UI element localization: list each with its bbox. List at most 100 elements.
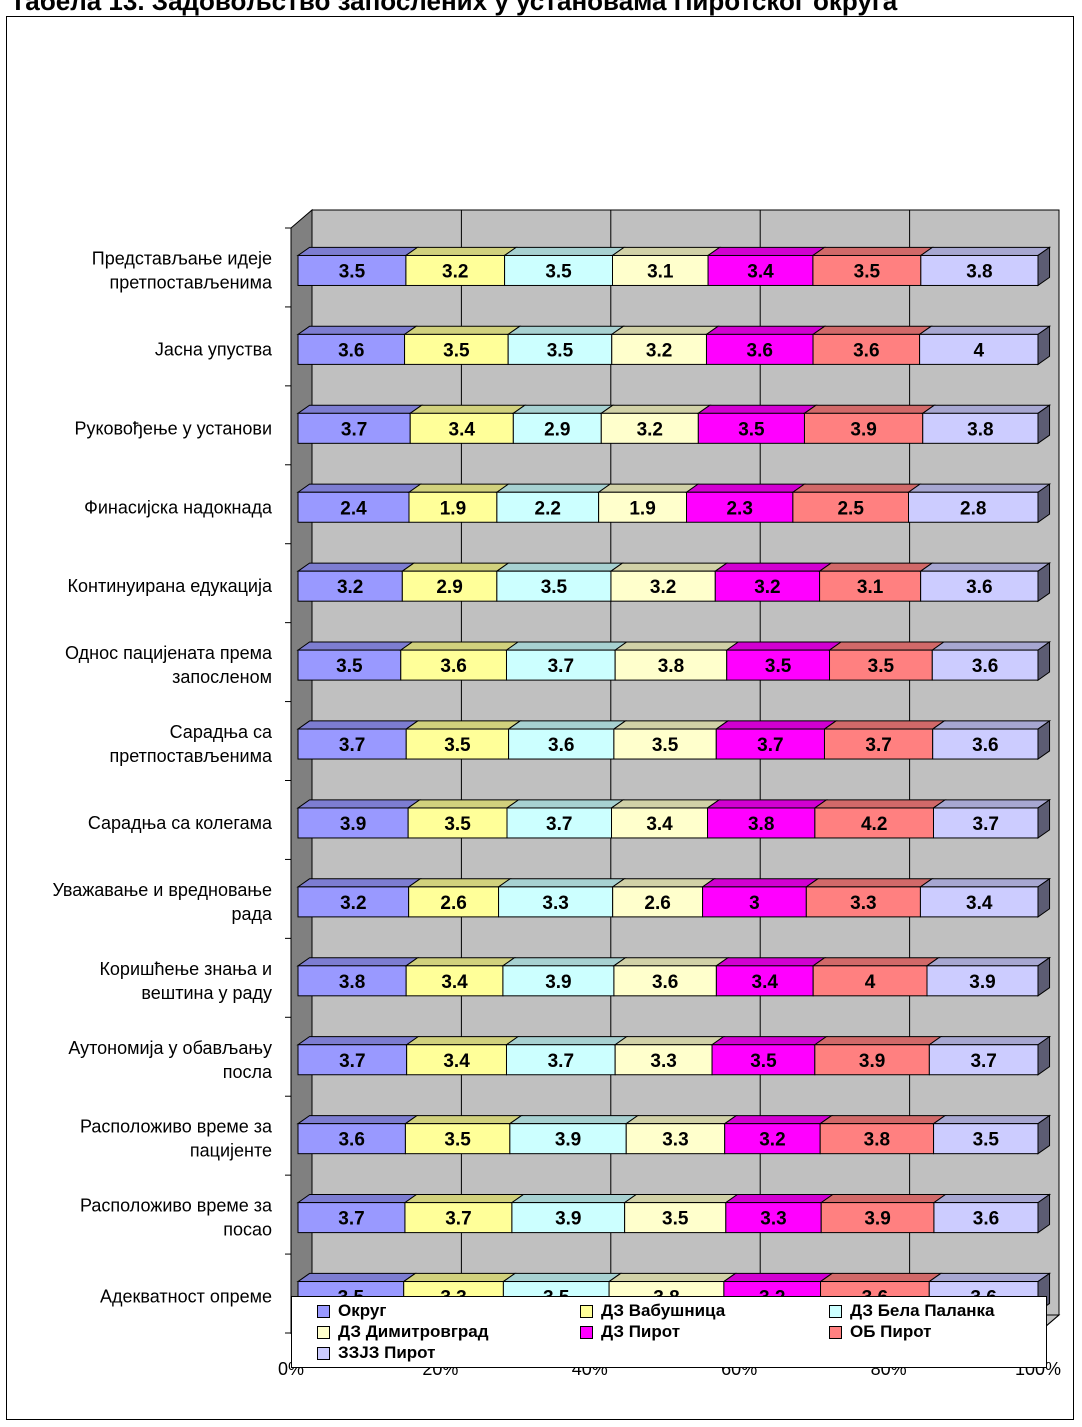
bar-segment-top xyxy=(407,878,512,888)
bar-segment-top xyxy=(623,1194,739,1204)
page-title: Табела 13. Задовољство запослених у уста… xyxy=(0,0,1082,16)
bar-value-label: 3.5 xyxy=(336,656,363,677)
bar-value-label: 3.6 xyxy=(548,735,574,756)
category-label: вештина у раду xyxy=(141,983,272,1003)
bar-segment-top xyxy=(819,1194,948,1204)
bar-value-label: 3.2 xyxy=(337,577,363,598)
category-label: Расположиво време за xyxy=(80,1117,273,1137)
bar-segment xyxy=(707,254,814,286)
bar-value-label: 3.3 xyxy=(662,1130,688,1151)
bar-segment-side xyxy=(1037,404,1051,445)
bar-value-label: 3.6 xyxy=(338,1130,364,1151)
bar-segment-top xyxy=(704,325,827,335)
bar-value-label: 3.2 xyxy=(442,261,468,282)
bar-value-label: 3.2 xyxy=(646,340,672,361)
bar-value-label: 3.8 xyxy=(339,972,365,993)
bar-value-label: 3.8 xyxy=(967,419,993,440)
bar-segment xyxy=(792,491,909,523)
category-label: Уважавање и вредновање xyxy=(52,880,272,900)
bar-segment-top xyxy=(609,799,721,809)
category-label: посао xyxy=(223,1220,272,1240)
bar-segment xyxy=(933,1123,1039,1155)
bar-segment-top xyxy=(406,799,521,809)
bar-value-label: 3.5 xyxy=(738,419,765,440)
bar-row: 3.5 3.2 3.5 3.1 3.4 3.5 3.8 xyxy=(296,246,1052,287)
bar-value-label: 3.7 xyxy=(548,656,574,677)
bar-value-label: 3.1 xyxy=(647,261,674,282)
bar-segment xyxy=(297,649,402,681)
bar-segment-side xyxy=(1037,562,1051,603)
bar-segment xyxy=(297,570,403,602)
bar-segment xyxy=(812,333,921,365)
bar-segment-top xyxy=(613,1036,726,1046)
bar-value-label: 2.9 xyxy=(436,577,462,598)
bar-segment-top xyxy=(811,957,941,967)
category-label: претпостављенима xyxy=(110,746,273,766)
bar-value-label: 3.9 xyxy=(555,1130,581,1151)
bar-segment xyxy=(919,886,1039,918)
category-label: Расположиво време за xyxy=(80,1196,273,1216)
bar-segment-top xyxy=(714,957,827,967)
bar-segment-top xyxy=(930,641,1052,651)
bar-segment-top xyxy=(827,641,946,651)
bar-row: 2.4 1.9 2.2 1.9 2.3 2.5 2.8 xyxy=(296,483,1052,524)
bar-segment xyxy=(686,491,794,523)
category-label: Аутономија у обављању xyxy=(68,1038,272,1058)
bar-segment-top xyxy=(918,878,1052,888)
bar-segment-top xyxy=(811,246,934,256)
bar-value-label: 3.7 xyxy=(757,735,783,756)
bar-segment xyxy=(812,254,922,286)
bar-row: 3.2 2.6 3.3 2.6 3 3.3 3.4 xyxy=(296,877,1052,918)
bar-segment-top xyxy=(813,799,947,809)
bar-segment xyxy=(928,1044,1039,1076)
bar-segment-top xyxy=(610,246,722,256)
bar-value-label: 3.2 xyxy=(759,1130,785,1151)
bar-value-label: 3.5 xyxy=(547,340,574,361)
bar-value-label: 3.5 xyxy=(444,814,471,835)
bar-segment-top xyxy=(714,720,838,730)
bar-segment xyxy=(409,412,514,444)
bar-segment-top xyxy=(710,1036,828,1046)
category-label: Јасна упуства xyxy=(155,339,273,359)
bar-segment xyxy=(496,491,600,523)
legend-item: Округ xyxy=(317,1301,386,1321)
bar-value-label: 4 xyxy=(865,972,876,993)
bar-segment-top xyxy=(599,404,712,414)
bar-value-label: 3.8 xyxy=(748,814,774,835)
bar-row: 3.7 3.7 3.9 3.5 3.3 3.9 3.6 xyxy=(296,1193,1052,1234)
bar-segment xyxy=(614,649,728,681)
bar-value-label: 3.5 xyxy=(973,1130,1000,1151)
bar-segment xyxy=(819,570,922,602)
category-label: Однос пацијената према xyxy=(65,643,273,663)
bar-value-label: 3.2 xyxy=(340,893,366,914)
bar-segment-top xyxy=(932,1194,1052,1204)
bar-segment xyxy=(297,1123,406,1155)
bar-value-label: 3.9 xyxy=(555,1209,581,1230)
bar-segment xyxy=(725,1202,822,1234)
bar-value-label: 3.5 xyxy=(541,577,568,598)
category-label: запосленом xyxy=(172,667,272,687)
legend-item: ДЗ Пирот xyxy=(580,1322,680,1342)
bar-segment xyxy=(711,1044,816,1076)
bar-segment-top xyxy=(607,1272,738,1283)
bar-value-label: 2.3 xyxy=(726,498,752,519)
bar-value-label: 2.5 xyxy=(837,498,864,519)
category-label: Континуирана едукација xyxy=(68,576,273,596)
bar-segment-side xyxy=(1037,956,1051,997)
bar-segment-top xyxy=(405,1036,520,1046)
chart-legend: Округ ДЗ Вабушница ДЗ Бела Паланка ДЗ Димит… xyxy=(291,1296,1047,1368)
bar-segment-top xyxy=(296,641,414,651)
bar-value-label: 3.7 xyxy=(339,735,365,756)
bar-segment-top xyxy=(610,325,720,335)
bar-segment-top xyxy=(818,562,934,572)
bar-segment-top xyxy=(822,720,946,730)
bar-segment-top xyxy=(296,720,420,730)
legend-label: ДЗ Вабушница xyxy=(601,1301,726,1320)
bar-segment xyxy=(933,1202,1039,1234)
bar-segment-top xyxy=(696,404,818,414)
legend-label: ДЗ Пирот xyxy=(601,1322,681,1341)
bar-value-label: 2.2 xyxy=(535,498,561,519)
bar-value-label: 3.8 xyxy=(864,1130,890,1151)
bar-value-label: 3.3 xyxy=(760,1209,786,1230)
bar-segment-top xyxy=(402,1272,517,1283)
